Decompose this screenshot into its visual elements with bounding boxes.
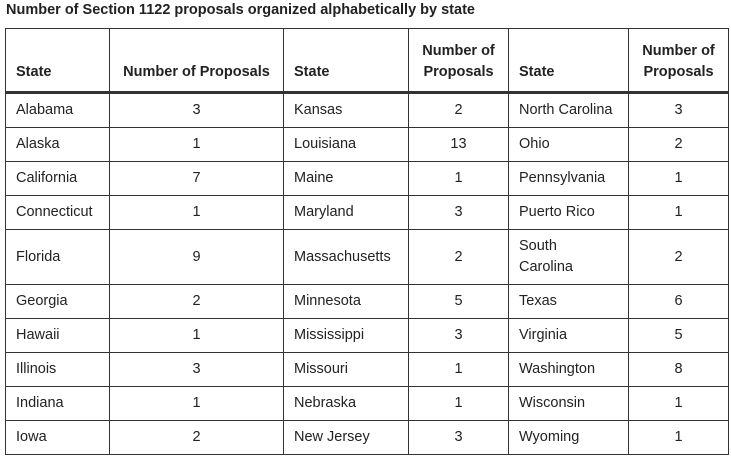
- state-cell: Texas: [508, 284, 629, 319]
- table-row: Alabama 3 Kansas 2 North Carolina 3: [5, 92, 729, 128]
- proposal-count-cell: 1: [628, 420, 729, 455]
- proposal-count-cell: 3: [408, 195, 509, 230]
- state-cell: California: [5, 161, 110, 196]
- state-name-line: South: [519, 238, 557, 254]
- state-cell: Kansas: [283, 92, 409, 128]
- state-cell: Indiana: [5, 386, 110, 421]
- proposal-count-cell: 1: [408, 352, 509, 387]
- header-line: Proposals: [643, 64, 714, 80]
- state-cell: Ohio: [508, 127, 629, 162]
- column-header-number-of-proposals: Number of Proposals: [408, 28, 509, 94]
- proposal-count-cell: 2: [408, 92, 509, 128]
- state-cell: Alaska: [5, 127, 110, 162]
- proposal-count-cell: 2: [109, 420, 284, 455]
- proposal-count-cell: 1: [109, 195, 284, 230]
- state-cell: Maryland: [283, 195, 409, 230]
- state-cell: Virginia: [508, 318, 629, 353]
- state-cell: Florida: [5, 229, 110, 285]
- column-header-number-of-proposals: Number of Proposals: [109, 28, 284, 94]
- proposal-count-cell: 1: [109, 127, 284, 162]
- proposal-count-cell: 3: [408, 318, 509, 353]
- proposal-count-cell: 7: [109, 161, 284, 196]
- proposal-count-cell: 3: [109, 92, 284, 128]
- state-cell: Iowa: [5, 420, 110, 455]
- table-row: Connecticut 1 Maryland 3 Puerto Rico 1: [5, 195, 729, 230]
- proposal-count-cell: 6: [628, 284, 729, 319]
- proposal-count-cell: 1: [628, 161, 729, 196]
- proposal-count-cell: 5: [408, 284, 509, 319]
- proposal-count-cell: 3: [408, 420, 509, 455]
- proposal-count-cell: 1: [628, 386, 729, 421]
- state-cell: Louisiana: [283, 127, 409, 162]
- table-caption: Number of Section 1122 proposals organiz…: [6, 2, 475, 18]
- table-row: Iowa 2 New Jersey 3 Wyoming 1: [5, 420, 729, 455]
- header-line: Number of: [422, 43, 495, 59]
- proposal-count-cell: 1: [109, 386, 284, 421]
- proposal-count-cell: 8: [628, 352, 729, 387]
- state-cell: Hawaii: [5, 318, 110, 353]
- state-cell: Minnesota: [283, 284, 409, 319]
- state-cell: Mississippi: [283, 318, 409, 353]
- proposal-count-cell: 1: [408, 161, 509, 196]
- state-cell: Georgia: [5, 284, 110, 319]
- table-row: Hawaii 1 Mississippi 3 Virginia 5: [5, 318, 729, 353]
- state-cell: Washington: [508, 352, 629, 387]
- state-cell: New Jersey: [283, 420, 409, 455]
- state-cell: South Carolina: [508, 229, 629, 285]
- state-cell: Puerto Rico: [508, 195, 629, 230]
- state-cell: Connecticut: [5, 195, 110, 230]
- column-header-number-of-proposals: Number of Proposals: [628, 28, 729, 94]
- column-header-state: State: [5, 28, 110, 94]
- table-row: Alaska 1 Louisiana 13 Ohio 2: [5, 127, 729, 162]
- header-line: Proposals: [423, 64, 494, 80]
- state-cell: Alabama: [5, 92, 110, 128]
- state-name-line: Carolina: [519, 259, 573, 275]
- proposal-count-cell: 1: [408, 386, 509, 421]
- proposal-count-cell: 2: [408, 229, 509, 285]
- state-cell: Wisconsin: [508, 386, 629, 421]
- table-row: Georgia 2 Minnesota 5 Texas 6: [5, 284, 729, 319]
- state-cell: Wyoming: [508, 420, 629, 455]
- proposal-count-cell: 3: [109, 352, 284, 387]
- proposal-count-cell: 1: [628, 195, 729, 230]
- proposal-count-cell: 2: [628, 229, 729, 285]
- state-cell: Maine: [283, 161, 409, 196]
- proposal-count-cell: 1: [109, 318, 284, 353]
- proposal-count-cell: 9: [109, 229, 284, 285]
- proposal-count-cell: 2: [628, 127, 729, 162]
- column-header-state: State: [283, 28, 409, 94]
- proposal-count-cell: 3: [628, 92, 729, 128]
- state-cell: North Carolina: [508, 92, 629, 128]
- header-row: State Number of Proposals State Number o…: [5, 28, 729, 94]
- table-row: California 7 Maine 1 Pennsylvania 1: [5, 161, 729, 196]
- state-cell: Nebraska: [283, 386, 409, 421]
- state-cell: Pennsylvania: [508, 161, 629, 196]
- table-row: Florida 9 Massachusetts 2 South Carolina…: [5, 229, 729, 285]
- proposals-table: State Number of Proposals State Number o…: [5, 28, 729, 455]
- proposal-count-cell: 2: [109, 284, 284, 319]
- table-row: Indiana 1 Nebraska 1 Wisconsin 1: [5, 386, 729, 421]
- proposal-count-cell: 5: [628, 318, 729, 353]
- state-cell: Massachusetts: [283, 229, 409, 285]
- table-row: Illinois 3 Missouri 1 Washington 8: [5, 352, 729, 387]
- header-line: Number of: [642, 43, 715, 59]
- state-cell: Illinois: [5, 352, 110, 387]
- column-header-state: State: [508, 28, 629, 94]
- proposal-count-cell: 13: [408, 127, 509, 162]
- state-cell: Missouri: [283, 352, 409, 387]
